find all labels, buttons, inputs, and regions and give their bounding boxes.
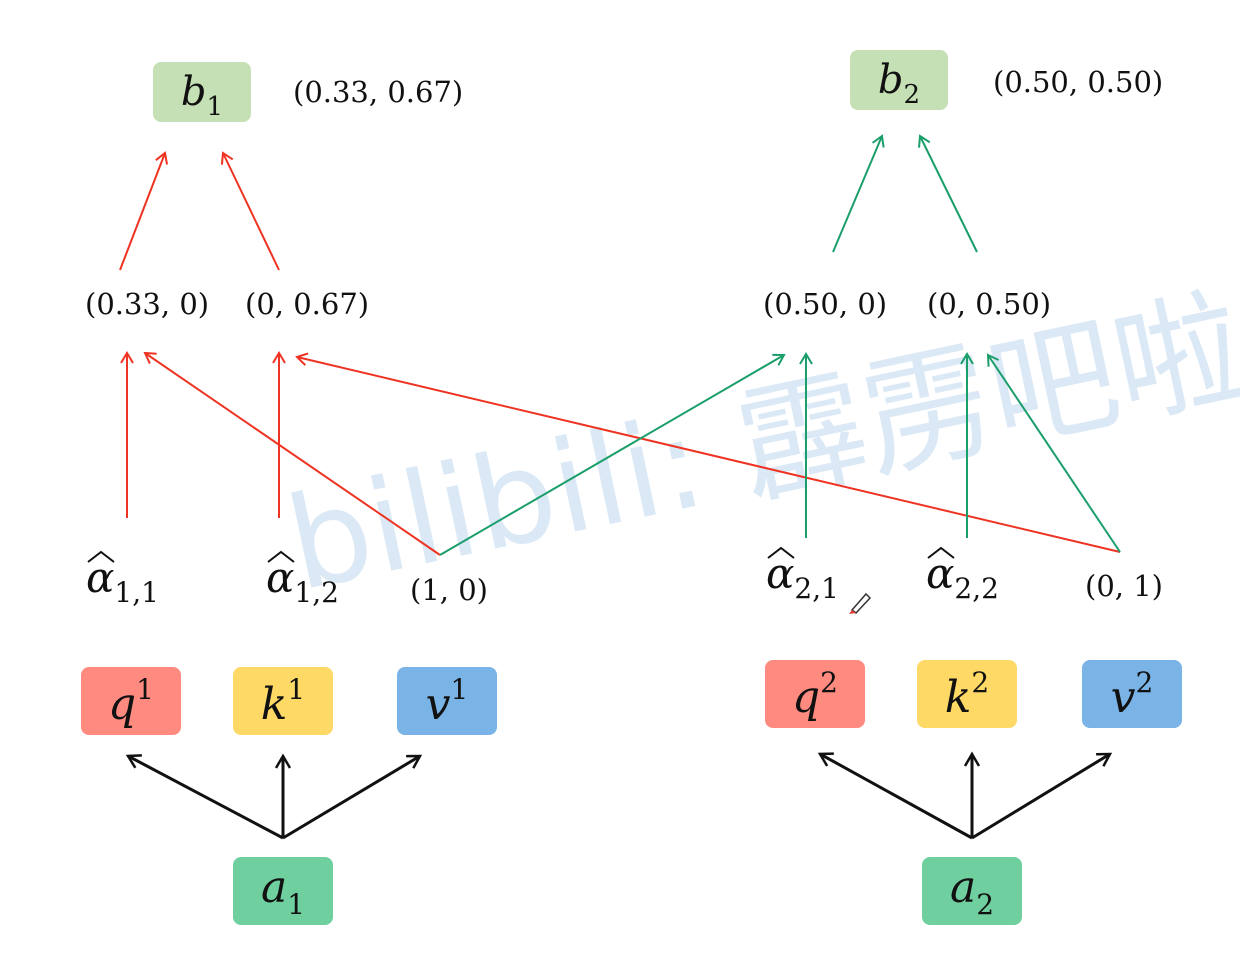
input-projection-arrows: [128, 754, 1110, 840]
v2-node: v2: [1082, 660, 1182, 728]
q2-box: [765, 660, 865, 728]
value-vector-2: (0, 1): [1085, 569, 1163, 603]
weighted-value-2-1: (0.50, 0): [763, 287, 887, 321]
a1-box: [233, 857, 333, 925]
svg-text:α1,2: α1,2: [266, 553, 339, 609]
alpha-2-1: α2,1: [766, 546, 839, 605]
alpha-2-2-symbol: α: [926, 549, 954, 598]
b1-value: (0.33, 0.67): [293, 75, 463, 109]
green-attention-arrows: [439, 134, 1121, 556]
weighted-value-1-1: (0.33, 0): [85, 287, 209, 321]
b2-node: b2: [850, 50, 948, 110]
q2-node: q2: [765, 660, 865, 728]
svg-text:k1: k1: [261, 673, 306, 730]
q1-symbol: q: [108, 679, 136, 730]
svg-text:k2: k2: [945, 666, 990, 723]
q1-box: [81, 667, 181, 735]
svg-text:v1: v1: [426, 673, 469, 730]
alpha-1-1-subscript: 1,1: [114, 576, 159, 609]
b1-node: b1: [153, 62, 251, 122]
a1-node: a1: [233, 857, 333, 925]
q1-superscript: 1: [136, 673, 154, 706]
b1-symbol: b: [181, 69, 207, 115]
v1-node: v1: [397, 667, 497, 735]
arrow-w22-to-b2: [918, 134, 978, 253]
arrow-v2-to-w12: [295, 352, 1121, 553]
k2-superscript: 2: [971, 666, 989, 699]
k2-box: [917, 660, 1017, 728]
arrow-w21-to-b2: [832, 134, 885, 253]
v2-symbol: v: [1111, 672, 1136, 723]
v2-box: [1082, 660, 1182, 728]
v1-box: [397, 667, 497, 735]
b2-box: [850, 50, 948, 110]
a2-subscript: 2: [976, 888, 994, 921]
q2-symbol: q: [792, 672, 820, 723]
k2-symbol: k: [945, 672, 972, 723]
alpha-1-1-hat: [87, 550, 115, 563]
svg-text:b2: b2: [878, 57, 920, 110]
red-attention-arrows: [119, 151, 1121, 556]
k1-superscript: 1: [287, 673, 305, 706]
alpha-1-2-symbol: α: [266, 553, 294, 602]
value-vector-1: (1, 0): [410, 573, 488, 607]
alpha-1-1: α1,1: [86, 550, 159, 609]
q1-node: q1: [81, 667, 181, 735]
alpha-1-2-subscript: 1,2: [294, 576, 339, 609]
svg-text:q2: q2: [792, 666, 838, 723]
v1-superscript: 1: [451, 673, 469, 706]
svg-text:α1,1: α1,1: [86, 553, 159, 609]
arrow-a1-to-v1: [282, 754, 420, 840]
b2-value: (0.50, 0.50): [993, 65, 1163, 99]
arrow-v1-to-w11: [143, 351, 441, 556]
alpha-1-1-symbol: α: [86, 553, 114, 602]
weighted-value-1-2: (0, 0.67): [245, 287, 369, 321]
alpha-2-1-hat: [767, 546, 795, 559]
arrow-v1-to-w21: [439, 353, 786, 556]
arrow-a2-to-v2: [971, 754, 1110, 840]
alpha-1-2-hat: [267, 550, 295, 563]
svg-text:b1: b1: [181, 69, 223, 122]
arrow-w11-to-b1: [119, 151, 168, 271]
alpha-2-2: α2,2: [926, 546, 999, 605]
v2-superscript: 2: [1136, 666, 1154, 699]
k1-box: [233, 667, 333, 735]
q2-superscript: 2: [820, 666, 838, 699]
arrow-a2-to-q2: [820, 754, 973, 840]
alpha-2-1-subscript: 2,1: [794, 572, 839, 605]
svg-text:α2,2: α2,2: [926, 549, 999, 605]
alpha-2-1-symbol: α: [766, 549, 794, 598]
svg-text:v2: v2: [1111, 666, 1154, 723]
svg-text:α2,1: α2,1: [766, 549, 839, 605]
v1-symbol: v: [426, 679, 451, 730]
arrow-v2-to-w22: [986, 353, 1121, 553]
k2-node: k2: [917, 660, 1017, 728]
a2-box: [922, 857, 1022, 925]
a2-symbol: a: [950, 862, 976, 913]
alpha-2-2-hat: [927, 546, 955, 559]
a1-symbol: a: [261, 862, 287, 913]
svg-text:q1: q1: [108, 673, 154, 730]
a1-subscript: 1: [287, 888, 305, 921]
pen-cursor-icon: [849, 592, 872, 615]
svg-text:a2: a2: [950, 862, 994, 921]
alpha-1-2: α1,2: [266, 550, 339, 609]
alpha-2-2-subscript: 2,2: [954, 572, 999, 605]
b1-box: [153, 62, 251, 122]
weighted-value-2-2: (0, 0.50): [927, 287, 1051, 321]
a2-node: a2: [922, 857, 1022, 925]
svg-text:a1: a1: [261, 862, 305, 921]
b1-subscript: 1: [207, 92, 224, 122]
k1-node: k1: [233, 667, 333, 735]
b2-symbol: b: [878, 57, 904, 103]
b2-subscript: 2: [904, 80, 921, 110]
k1-symbol: k: [261, 679, 288, 730]
arrow-a1-to-q1: [128, 756, 284, 840]
arrow-w12-to-b1: [220, 151, 280, 271]
